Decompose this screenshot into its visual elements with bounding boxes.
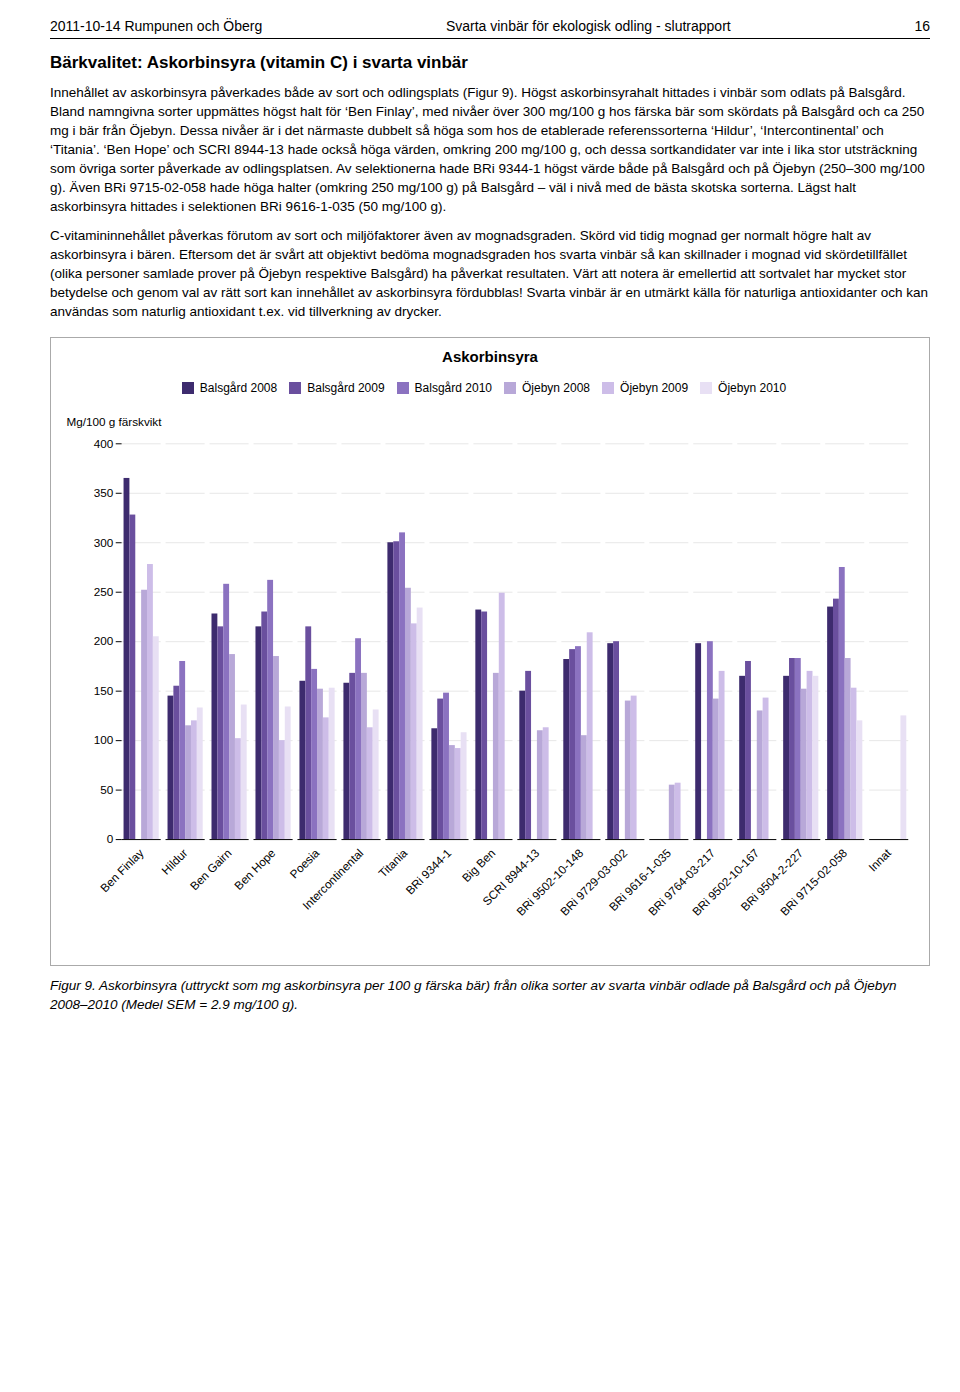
html-text:C-vitamininnehållet påverkas f: C-vitamininnehållet påverkas förutom av … (50, 228, 928, 319)
svg-text:BRi 9504-2-227: BRi 9504-2-227 (738, 846, 806, 914)
svg-text:Innat: Innat (866, 845, 894, 873)
html-text:Balsgård 2010: Balsgård 2010 (414, 380, 492, 395)
html-text:Öjebyn 2009: Öjebyn 2009 (620, 380, 689, 395)
svg-text:Ben Gairn: Ben Gairn (187, 846, 234, 893)
html-text:Innehållet av askorbinsyra påv: Innehållet av askorbinsyra påverkades bå… (50, 85, 925, 214)
svg-text:Ben Finlay: Ben Finlay (97, 846, 145, 894)
html-text:Svarta vinbär för ekologisk od: Svarta vinbär för ekologisk odling - slu… (445, 18, 731, 34)
svg-text:250: 250 (94, 585, 114, 598)
svg-text:300: 300 (94, 535, 114, 548)
html-text:2011-10-14 Rumpunen och Öberg: 2011-10-14 Rumpunen och Öberg (50, 18, 263, 34)
svg-text:Titania: Titania (376, 846, 410, 880)
svg-text:150: 150 (94, 684, 114, 697)
html-text:Balsgård 2009: Balsgård 2009 (307, 380, 385, 395)
svg-text:200: 200 (94, 634, 114, 647)
svg-text:SCRI 8944-13: SCRI 8944-13 (479, 846, 542, 908)
svg-text:BRi 9764-03-217: BRi 9764-03-217 (645, 846, 718, 918)
html-text:Bärkvalitet: Askorbinsyra (vit: Bärkvalitet: Askorbinsyra (vitamin C) i … (50, 53, 468, 72)
html-text:Askorbinsyra: Askorbinsyra (442, 348, 538, 365)
svg-text:100: 100 (94, 733, 114, 746)
html-text:Öjebyn 2008: Öjebyn 2008 (522, 380, 590, 395)
svg-text:Big Ben: Big Ben (459, 846, 497, 884)
svg-text:Ben Hope: Ben Hope (232, 846, 278, 892)
svg-text:Poesia: Poesia (287, 846, 322, 881)
svg-text:Mg/100 g färskvikt: Mg/100 g färskvikt (66, 415, 162, 428)
svg-text:350: 350 (94, 486, 114, 499)
svg-text:Hildur: Hildur (159, 846, 190, 877)
svg-text:BRi 9715-02-058: BRi 9715-02-058 (777, 846, 849, 918)
svg-text:BRi 9616-1-035: BRi 9616-1-035 (606, 846, 674, 914)
svg-text:0: 0 (107, 832, 114, 845)
svg-text:Intercontinental: Intercontinental (300, 846, 366, 912)
html-text:Öjebyn 2010: Öjebyn 2010 (718, 380, 787, 395)
svg-text:BRi 9729-03-002: BRi 9729-03-002 (557, 846, 630, 918)
svg-text:50: 50 (100, 783, 114, 796)
html-text:Figur 9. Askorbinsyra (uttryck: Figur 9. Askorbinsyra (uttryckt som mg a… (50, 978, 897, 1013)
svg-text:400: 400 (94, 437, 114, 450)
html-text:16: 16 (914, 18, 930, 34)
svg-text:BRi 9502-10-148: BRi 9502-10-148 (513, 846, 586, 918)
html-text:Balsgård 2008: Balsgård 2008 (199, 380, 278, 395)
svg-text:BRi 9502-10-167: BRi 9502-10-167 (689, 846, 762, 918)
svg-text:BRi 9344-1: BRi 9344-1 (403, 846, 454, 897)
